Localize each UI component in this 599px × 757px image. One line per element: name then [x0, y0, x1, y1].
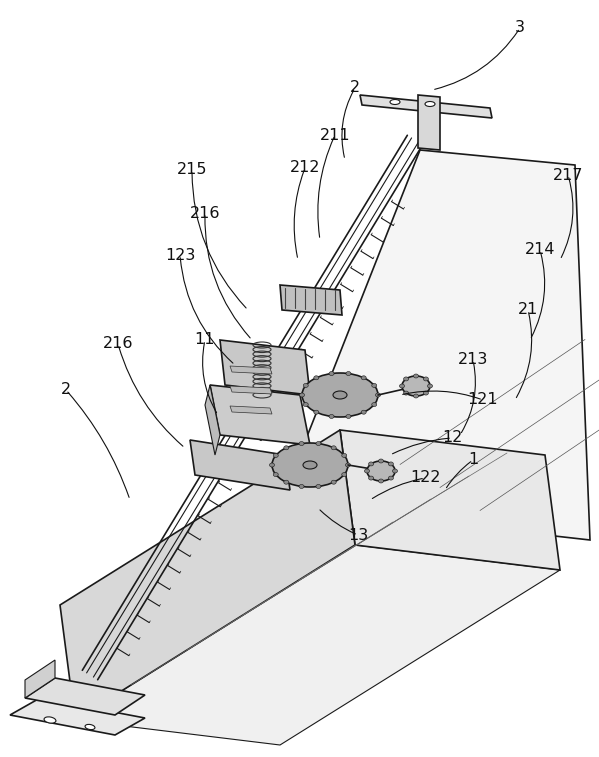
Polygon shape [25, 660, 55, 698]
Ellipse shape [299, 441, 304, 446]
Ellipse shape [300, 393, 304, 397]
Text: 211: 211 [320, 127, 350, 142]
Ellipse shape [303, 384, 308, 388]
Text: 122: 122 [410, 471, 440, 485]
Text: 2: 2 [350, 80, 360, 95]
Ellipse shape [44, 717, 56, 723]
Polygon shape [210, 385, 310, 445]
Ellipse shape [316, 441, 321, 446]
Ellipse shape [372, 384, 377, 388]
Ellipse shape [270, 463, 274, 467]
Ellipse shape [329, 372, 334, 375]
Text: 1: 1 [468, 453, 478, 468]
Text: 11: 11 [195, 332, 215, 347]
Ellipse shape [302, 373, 378, 417]
Polygon shape [280, 150, 590, 540]
Ellipse shape [303, 461, 317, 469]
Ellipse shape [379, 459, 383, 463]
Polygon shape [230, 366, 272, 374]
Polygon shape [220, 340, 310, 395]
Ellipse shape [413, 374, 419, 378]
Ellipse shape [272, 443, 348, 487]
Text: 123: 123 [165, 248, 195, 263]
Text: 217: 217 [553, 167, 583, 182]
Ellipse shape [361, 410, 366, 414]
Ellipse shape [333, 391, 347, 399]
Polygon shape [418, 95, 440, 150]
Ellipse shape [376, 393, 380, 397]
Text: 213: 213 [458, 353, 488, 367]
Ellipse shape [368, 476, 374, 480]
Text: 12: 12 [442, 431, 462, 446]
Ellipse shape [361, 375, 366, 380]
Ellipse shape [423, 377, 428, 381]
Ellipse shape [402, 376, 430, 396]
Ellipse shape [388, 462, 394, 466]
Ellipse shape [284, 480, 289, 484]
Ellipse shape [379, 479, 383, 483]
Ellipse shape [404, 377, 409, 381]
Ellipse shape [367, 461, 395, 481]
Ellipse shape [329, 414, 334, 419]
Ellipse shape [299, 484, 304, 488]
Polygon shape [60, 430, 355, 720]
Text: 216: 216 [190, 205, 220, 220]
Ellipse shape [365, 469, 370, 473]
Ellipse shape [400, 384, 404, 388]
Text: 216: 216 [103, 337, 133, 351]
Ellipse shape [273, 472, 279, 477]
Polygon shape [10, 698, 145, 735]
Text: 2: 2 [61, 382, 71, 397]
Ellipse shape [346, 414, 351, 419]
Polygon shape [25, 678, 145, 715]
Ellipse shape [314, 375, 319, 380]
Ellipse shape [392, 469, 398, 473]
Polygon shape [230, 406, 272, 414]
Polygon shape [190, 440, 290, 490]
Ellipse shape [428, 384, 432, 388]
Ellipse shape [372, 403, 377, 407]
Ellipse shape [331, 446, 336, 450]
Ellipse shape [314, 410, 319, 414]
Ellipse shape [331, 480, 336, 484]
Ellipse shape [390, 99, 400, 104]
Ellipse shape [273, 453, 279, 457]
Polygon shape [205, 385, 220, 455]
Text: 13: 13 [348, 528, 368, 543]
Ellipse shape [425, 101, 435, 107]
Polygon shape [340, 430, 560, 570]
Ellipse shape [346, 463, 350, 467]
Text: 212: 212 [290, 160, 320, 176]
Ellipse shape [346, 372, 351, 375]
Ellipse shape [85, 724, 95, 730]
Ellipse shape [413, 394, 419, 398]
Text: 121: 121 [468, 392, 498, 407]
Ellipse shape [342, 472, 347, 477]
Polygon shape [230, 386, 272, 394]
Polygon shape [280, 285, 342, 315]
Ellipse shape [368, 462, 374, 466]
Ellipse shape [423, 391, 428, 395]
Text: 214: 214 [525, 242, 555, 257]
Ellipse shape [404, 391, 409, 395]
Text: 215: 215 [177, 163, 207, 177]
Polygon shape [75, 545, 560, 745]
Ellipse shape [284, 446, 289, 450]
Text: 3: 3 [515, 20, 525, 36]
Ellipse shape [388, 476, 394, 480]
Ellipse shape [316, 484, 321, 488]
Text: 21: 21 [518, 303, 538, 317]
Polygon shape [360, 95, 492, 118]
Ellipse shape [342, 453, 347, 457]
Ellipse shape [303, 403, 308, 407]
